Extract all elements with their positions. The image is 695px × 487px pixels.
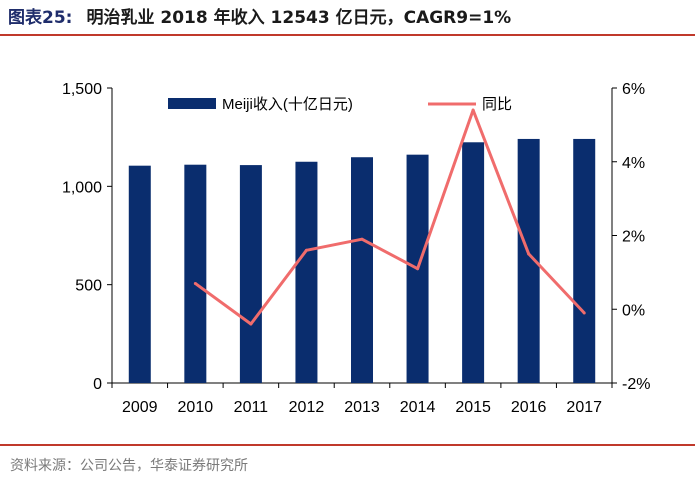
x-tick-label: 2012 — [289, 399, 325, 416]
title-text: 明治乳业 2018 年收入 12543 亿日元，CAGR9=1% — [86, 8, 512, 28]
bar-2009 — [128, 165, 151, 383]
bar-2016 — [517, 138, 540, 383]
legend-bar-label: Meiji收入(十亿日元) — [222, 96, 353, 113]
bar-2015 — [462, 142, 485, 383]
source-note: 资料来源：公司公告，华泰证券研究所 — [10, 458, 248, 474]
yoy-point-2011 — [249, 322, 253, 326]
x-tick-label: 2015 — [455, 399, 491, 416]
y-left-tick-label: 1,000 — [62, 179, 102, 196]
y-right-tick-label: 6% — [622, 81, 645, 98]
y-right-tick-label: 0% — [622, 302, 645, 319]
x-tick-label: 2011 — [234, 399, 269, 416]
x-tick-label: 2014 — [400, 399, 436, 416]
x-tick-label: 2017 — [566, 399, 602, 416]
bar-series — [128, 138, 596, 383]
yoy-point-2010 — [193, 281, 197, 285]
bar-2013 — [351, 157, 373, 383]
axes: 0 500 1,000 1,500 -2% 0% 2% 4% 6% 2009 2010 2011 201… — [62, 81, 651, 416]
yoy-point-2016 — [527, 252, 531, 256]
bar-2017 — [573, 138, 596, 383]
y-right-tick-label: 4% — [622, 155, 645, 172]
footer-divider — [0, 444, 695, 446]
figure-label: 图表25: — [8, 8, 73, 28]
y-left-tick-label: 500 — [75, 278, 102, 295]
yoy-line — [194, 108, 586, 326]
x-tick-label: 2016 — [511, 399, 547, 416]
x-tick-label: 2010 — [178, 399, 214, 416]
bar-2012 — [295, 161, 318, 383]
y-left-tick-label: 0 — [93, 376, 102, 393]
x-tick-label: 2013 — [344, 399, 380, 416]
yoy-point-2014 — [416, 267, 420, 271]
legend-bar-swatch — [168, 98, 216, 109]
bar-2011 — [239, 165, 262, 383]
x-tick-label: 2009 — [122, 399, 158, 416]
y-right-tick-label: 2% — [622, 229, 645, 246]
y-left-tick-label: 1,500 — [62, 81, 102, 98]
yoy-point-2017 — [582, 311, 586, 315]
yoy-point-2013 — [360, 237, 364, 241]
combo-chart: 0 500 1,000 1,500 -2% 0% 2% 4% 6% 2009 2010 2011 201… — [62, 81, 651, 416]
yoy-point-2012 — [304, 248, 308, 252]
line-series — [193, 108, 586, 326]
yoy-point-2015 — [471, 108, 475, 112]
legend: Meiji收入(十亿日元) 同比 — [168, 96, 512, 113]
legend-line-label: 同比 — [482, 96, 512, 113]
y-right-tick-label: -2% — [622, 376, 650, 393]
bar-2010 — [184, 164, 207, 383]
chart-title: 图表25: 明治乳业 2018 年收入 12543 亿日元，CAGR9=1% — [8, 4, 511, 32]
title-divider — [0, 34, 695, 36]
